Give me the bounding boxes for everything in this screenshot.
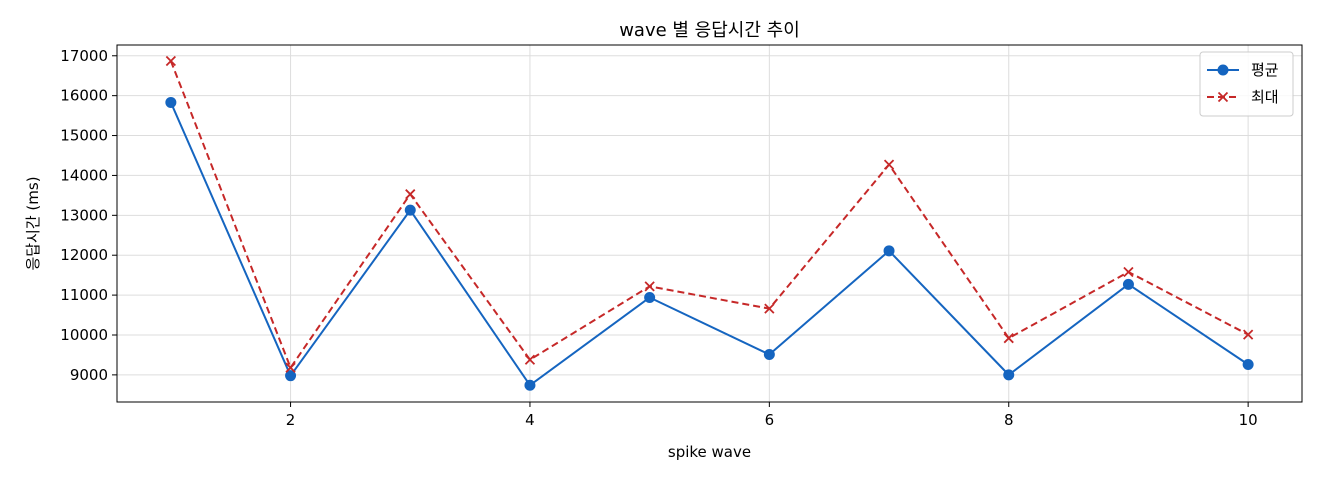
series-max	[165, 55, 1254, 373]
y-tick-label: 14000	[60, 166, 108, 184]
data-point	[1243, 329, 1254, 340]
data-point	[524, 379, 536, 391]
x-tick-label: 10	[1239, 411, 1258, 429]
data-point	[1123, 266, 1134, 278]
data-point	[285, 362, 296, 373]
plot-frame	[116, 44, 1303, 403]
data-point	[285, 370, 297, 382]
y-axis-title: 응답시간 (ms)	[24, 176, 42, 270]
series-line	[169, 60, 1249, 369]
data-point	[644, 281, 655, 292]
data-point	[763, 349, 775, 361]
series-line	[169, 102, 1249, 387]
legend-item: 최대	[1207, 88, 1279, 106]
data-point	[764, 303, 775, 314]
x-axis: 2 4 6 8 10	[286, 402, 1258, 429]
grid	[117, 45, 1302, 402]
y-tick-label: 12000	[60, 246, 108, 264]
data-point	[644, 291, 656, 303]
y-axis: 9000 10000 11000 12000 13000 14000 15000 16000 1…	[60, 47, 117, 384]
y-tick-label: 16000	[60, 87, 108, 105]
data-point	[1003, 369, 1015, 381]
data-point	[165, 55, 177, 67]
legend-box	[1199, 51, 1294, 117]
legend-label: 평균	[1251, 61, 1279, 79]
x-tick-label: 4	[525, 411, 535, 429]
data-point	[524, 354, 536, 365]
series-layer	[165, 55, 1254, 391]
data-point	[1242, 359, 1254, 371]
y-tick-label: 10000	[60, 326, 108, 344]
data-point	[883, 159, 895, 170]
data-point	[404, 204, 416, 216]
y-tick-label: 9000	[70, 366, 108, 384]
x-tick-label: 8	[1004, 411, 1014, 429]
legend-item: 평균	[1207, 61, 1279, 79]
x-axis-title: spike wave	[668, 443, 751, 461]
x-tick-label: 6	[765, 411, 775, 429]
x-tick-label: 2	[286, 411, 296, 429]
data-point	[405, 189, 416, 200]
data-point	[1122, 278, 1134, 290]
y-tick-label: 17000	[60, 47, 108, 65]
y-tick-label: 13000	[60, 206, 108, 224]
y-tick-label: 15000	[60, 127, 108, 145]
data-point	[1003, 333, 1014, 344]
y-tick-label: 11000	[60, 286, 108, 304]
data-point	[883, 245, 895, 257]
legend-marker	[1217, 91, 1229, 103]
legend-label: 최대	[1251, 88, 1279, 106]
series-avg	[165, 96, 1254, 391]
chart-title: wave 별 응답시간 추이	[619, 20, 800, 41]
data-point	[165, 96, 177, 108]
legend-marker	[1217, 64, 1229, 76]
